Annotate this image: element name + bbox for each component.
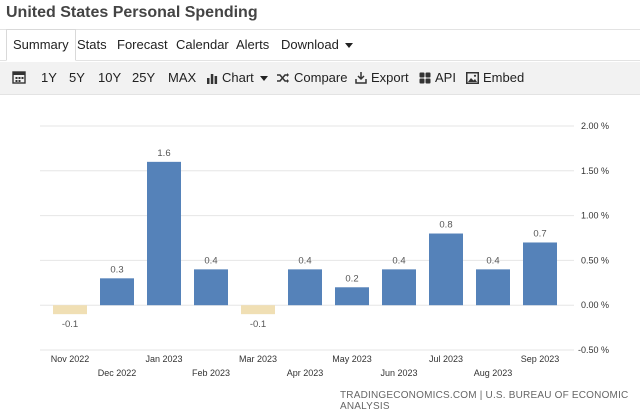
bar[interactable] <box>523 242 557 306</box>
value-label: 0.7 <box>533 228 546 239</box>
x-tick-label: Mar 2023 <box>239 354 277 364</box>
bar[interactable] <box>241 305 275 315</box>
y-tick-label: 0.00 % <box>581 300 609 310</box>
bar[interactable] <box>147 161 181 306</box>
image-icon <box>466 72 479 84</box>
y-tick-label: 1.00 % <box>581 211 609 221</box>
bar-chart: -0.1 0.3 1.6 0.4 -0.1 0.4 0.2 0.4 0.8 0.4 0.7 2.00… <box>40 121 609 378</box>
calendar-button[interactable] <box>12 62 30 94</box>
chart-type-button[interactable]: Chart <box>206 62 268 94</box>
export-label: Export <box>371 70 409 85</box>
y-tick-label: 1.50 % <box>581 166 609 176</box>
value-label: 0.8 <box>439 220 452 231</box>
compare-button[interactable]: Compare <box>276 62 347 94</box>
value-labels: -0.1 0.3 1.6 0.4 -0.1 0.4 0.2 0.4 0.8 0.4 0.7 <box>62 148 547 330</box>
tab-download[interactable]: Download <box>275 30 359 60</box>
bar[interactable] <box>100 278 134 306</box>
chevron-down-icon <box>259 76 268 82</box>
x-tick-label: Sep 2023 <box>521 354 560 364</box>
bar[interactable] <box>53 305 87 315</box>
tab-bar: Summary Stats Forecast Calendar Alerts D… <box>0 29 640 61</box>
tab-alerts[interactable]: Alerts <box>236 37 270 52</box>
chevron-down-icon <box>344 43 353 49</box>
value-label: 0.4 <box>392 255 405 266</box>
page-title: United States Personal Spending <box>6 4 258 21</box>
range-25y-button[interactable]: 25Y <box>132 70 156 85</box>
bar[interactable] <box>335 287 369 306</box>
value-label: -0.1 <box>62 319 78 330</box>
embed-button[interactable]: Embed <box>466 62 524 94</box>
x-tick-label: Feb 2023 <box>192 368 230 378</box>
value-label: 0.4 <box>204 255 217 266</box>
tab-calendar[interactable]: Calendar <box>176 37 229 52</box>
bar[interactable] <box>429 233 463 306</box>
compare-label: Compare <box>294 70 348 85</box>
calendar-icon <box>12 71 26 84</box>
value-label: 0.4 <box>298 255 311 266</box>
grid-icon <box>419 72 431 84</box>
x-tick-label: Dec 2022 <box>98 368 137 378</box>
bar[interactable] <box>476 269 510 306</box>
bar[interactable] <box>382 269 416 306</box>
bar[interactable] <box>288 269 322 306</box>
x-tick-label: Jun 2023 <box>380 368 417 378</box>
chart-type-label: Chart <box>222 70 254 85</box>
bars <box>53 161 557 315</box>
api-button[interactable]: API <box>419 62 456 94</box>
x-tick-label: Apr 2023 <box>287 368 324 378</box>
x-tick-label: Aug 2023 <box>474 368 513 378</box>
value-label: -0.1 <box>250 319 266 330</box>
chart-area: -0.1 0.3 1.6 0.4 -0.1 0.4 0.2 0.4 0.8 0.4 0.7 2.00… <box>0 96 640 391</box>
tab-forecast[interactable]: Forecast <box>117 37 168 52</box>
export-button[interactable]: Export <box>355 62 409 94</box>
x-tick-label: Jan 2023 <box>145 354 182 364</box>
range-5y-button[interactable]: 5Y <box>69 70 85 85</box>
value-label: 0.2 <box>345 273 358 284</box>
api-label: API <box>435 70 456 85</box>
y-tick-label: 2.00 % <box>581 121 609 131</box>
value-label: 1.6 <box>157 148 170 159</box>
x-axis-ticks: Nov 2022 Dec 2022 Jan 2023 Feb 2023 Mar 2023… <box>51 354 560 378</box>
range-10y-button[interactable]: 10Y <box>98 70 122 85</box>
range-max-button[interactable]: MAX <box>168 70 197 85</box>
y-axis-ticks: 2.00 % 1.50 % 1.00 % 0.50 % 0.00 % -0.50 % <box>578 121 609 355</box>
range-1y-button[interactable]: 1Y <box>41 70 57 85</box>
grid-lines <box>40 125 574 351</box>
source-credit: TRADINGECONOMICS.COM | U.S. BUREAU OF EC… <box>340 390 629 412</box>
y-tick-label: -0.50 % <box>578 345 609 355</box>
download-icon <box>355 72 367 84</box>
tab-summary[interactable]: Summary <box>6 29 76 61</box>
y-tick-label: 0.50 % <box>581 255 609 265</box>
value-label: 0.4 <box>486 255 499 266</box>
download-label: Download <box>281 37 339 52</box>
value-label: 0.3 <box>110 264 123 275</box>
embed-label: Embed <box>483 70 525 85</box>
shuffle-icon <box>277 73 289 83</box>
bar[interactable] <box>194 269 228 306</box>
x-tick-label: May 2023 <box>332 354 372 364</box>
bar-chart-icon <box>207 74 218 84</box>
x-tick-label: Jul 2023 <box>429 354 463 364</box>
chart-toolbar: 1Y 5Y 10Y 25Y MAX Chart Compare Export A… <box>0 62 640 95</box>
x-tick-label: Nov 2022 <box>51 354 90 364</box>
tab-stats[interactable]: Stats <box>77 37 107 52</box>
